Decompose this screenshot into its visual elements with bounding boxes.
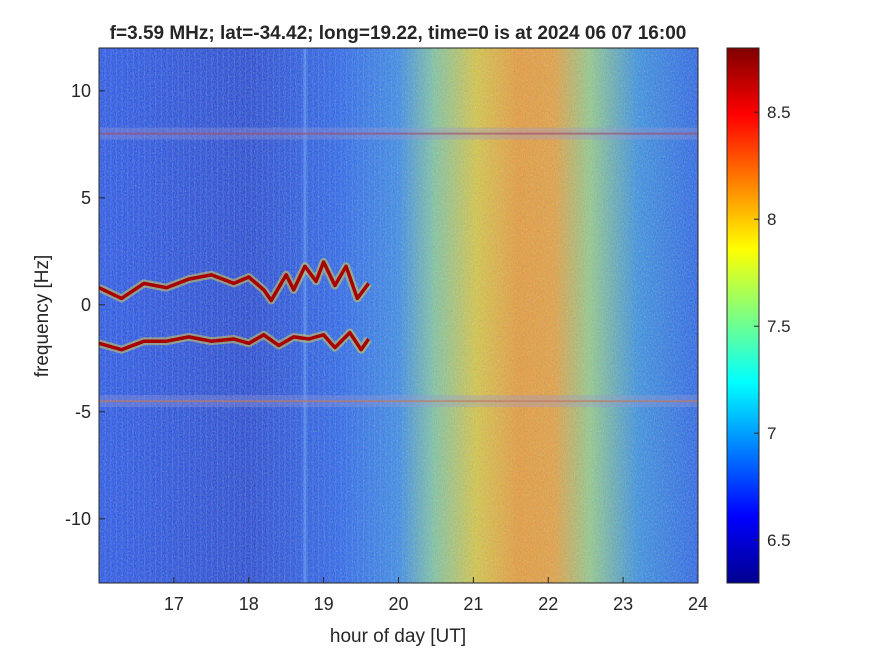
time-stripe [194, 48, 196, 583]
time-stripe [430, 48, 432, 583]
time-stripe [357, 48, 359, 583]
time-stripe [351, 48, 353, 583]
time-stripe [138, 48, 140, 583]
colorbar-axis: 8.5 8 7.5 7 6.5 [754, 103, 791, 550]
x-tick-label: 19 [314, 594, 334, 614]
upper-doppler-trace [99, 260, 370, 303]
time-stripe [413, 48, 415, 583]
time-stripe [245, 48, 247, 583]
time-stripe [419, 48, 421, 583]
colorbar-tick-label: 6.5 [767, 531, 791, 550]
chart-title: f=3.59 MHz; lat=-34.42; long=19.22, time… [110, 23, 687, 44]
time-stripe [284, 48, 286, 583]
colorbar-tick-label: 8 [767, 210, 776, 229]
x-axis: 17 18 19 20 21 22 23 24 [164, 577, 708, 614]
time-stripe [346, 48, 348, 583]
time-stripe [329, 48, 331, 583]
x-axis-label: hour of day [UT] [330, 626, 466, 647]
time-stripe [250, 48, 252, 583]
time-stripe [267, 48, 269, 583]
time-stripe [222, 48, 224, 583]
time-stripe [172, 48, 174, 583]
colorbar-tick-label: 7.5 [767, 317, 791, 336]
colorbar-tick-label: 8.5 [767, 103, 791, 122]
time-stripe [205, 48, 207, 583]
time-stripe [301, 48, 303, 583]
time-stripe [216, 48, 219, 583]
x-tick-label: 22 [538, 594, 558, 614]
time-stripe [362, 48, 365, 583]
time-stripe [407, 48, 410, 583]
time-stripe [228, 48, 230, 583]
time-stripe [306, 48, 308, 583]
time-stripe [104, 48, 106, 583]
time-stripe [183, 48, 185, 583]
x-tick-label: 21 [463, 594, 483, 614]
time-stripe [261, 48, 264, 583]
time-stripe [368, 48, 370, 583]
time-stripe [340, 48, 342, 583]
y-axis: 10 5 0 -5 -10 [65, 81, 105, 529]
y-tick-label: 5 [81, 188, 91, 208]
colorbar-tick-label: 7 [767, 424, 776, 443]
time-stripe [278, 48, 280, 583]
time-stripe [402, 48, 404, 583]
y-tick-label: -5 [75, 402, 91, 422]
time-stripe [374, 48, 376, 583]
time-stripe [110, 48, 112, 583]
time-stripe [160, 48, 162, 583]
time-stripe [295, 48, 297, 583]
time-stripe [155, 48, 157, 583]
time-stripe [200, 48, 202, 583]
x-tick-label: 24 [688, 594, 708, 614]
time-stripe [132, 48, 134, 583]
time-stripe [334, 48, 337, 583]
time-stripe [391, 48, 393, 583]
y-tick-label: -10 [65, 509, 91, 529]
time-stripe [127, 48, 129, 583]
time-stripe [385, 48, 387, 583]
time-stripe [256, 48, 258, 583]
time-stripe [166, 48, 168, 583]
y-axis-label: frequency [Hz] [32, 255, 53, 378]
x-tick-label: 20 [388, 594, 408, 614]
time-stripe [177, 48, 179, 583]
colorbar [726, 47, 760, 584]
time-stripe [424, 48, 426, 583]
time-stripe [211, 48, 213, 583]
time-stripe [323, 48, 325, 583]
time-stripe [318, 48, 320, 583]
time-stripe [143, 48, 146, 583]
time-stripe [99, 48, 101, 583]
lower-doppler-trace [99, 330, 371, 352]
plot-area [99, 48, 698, 583]
time-stripe [312, 48, 314, 583]
time-stripe [233, 48, 235, 583]
time-stripe [273, 48, 275, 583]
y-tick-label: 0 [81, 295, 91, 315]
time-stripe [149, 48, 151, 583]
time-stripe [379, 48, 381, 583]
x-tick-label: 23 [613, 594, 633, 614]
y-tick-label: 10 [71, 81, 91, 101]
time-stripe [396, 48, 398, 583]
time-stripe [121, 48, 123, 583]
x-tick-label: 17 [164, 594, 184, 614]
time-stripe [188, 48, 191, 583]
time-stripe [115, 48, 118, 583]
time-stripe [239, 48, 241, 583]
spectrogram-noise [99, 48, 698, 583]
time-stripe [289, 48, 292, 583]
x-tick-label: 18 [239, 594, 259, 614]
time-stripes [99, 48, 432, 583]
bright-stripe [303, 48, 307, 583]
spectral-features [99, 127, 698, 408]
